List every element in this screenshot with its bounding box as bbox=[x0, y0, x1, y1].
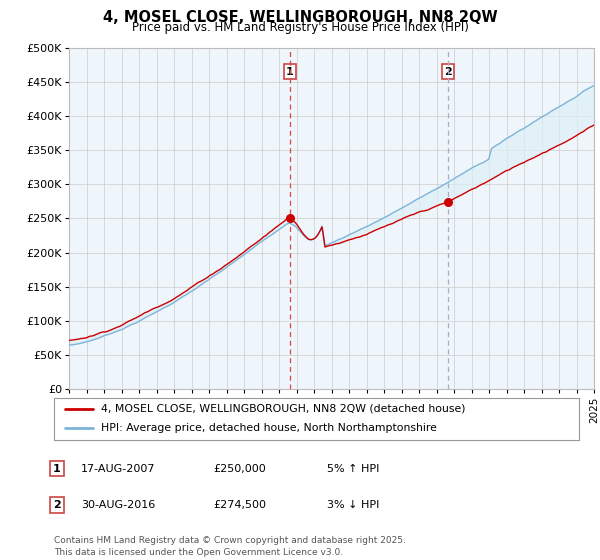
Text: £250,000: £250,000 bbox=[213, 464, 266, 474]
Text: 1: 1 bbox=[286, 67, 294, 77]
Text: 17-AUG-2007: 17-AUG-2007 bbox=[81, 464, 155, 474]
Text: 30-AUG-2016: 30-AUG-2016 bbox=[81, 500, 155, 510]
Text: 1: 1 bbox=[53, 464, 61, 474]
Text: 2: 2 bbox=[53, 500, 61, 510]
Text: 4, MOSEL CLOSE, WELLINGBOROUGH, NN8 2QW: 4, MOSEL CLOSE, WELLINGBOROUGH, NN8 2QW bbox=[103, 10, 497, 25]
Text: Price paid vs. HM Land Registry's House Price Index (HPI): Price paid vs. HM Land Registry's House … bbox=[131, 21, 469, 34]
Text: 2: 2 bbox=[444, 67, 452, 77]
Text: HPI: Average price, detached house, North Northamptonshire: HPI: Average price, detached house, Nort… bbox=[101, 423, 437, 433]
Text: 5% ↑ HPI: 5% ↑ HPI bbox=[327, 464, 379, 474]
Text: £274,500: £274,500 bbox=[213, 500, 266, 510]
Text: 3% ↓ HPI: 3% ↓ HPI bbox=[327, 500, 379, 510]
Text: Contains HM Land Registry data © Crown copyright and database right 2025.
This d: Contains HM Land Registry data © Crown c… bbox=[54, 536, 406, 557]
Text: 4, MOSEL CLOSE, WELLINGBOROUGH, NN8 2QW (detached house): 4, MOSEL CLOSE, WELLINGBOROUGH, NN8 2QW … bbox=[101, 404, 466, 414]
